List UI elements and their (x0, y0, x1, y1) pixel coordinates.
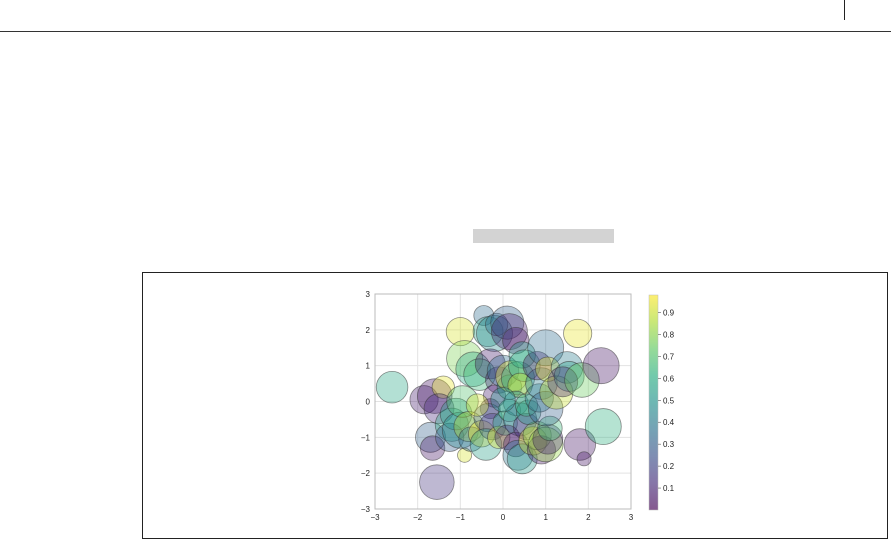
y-tick-labels: −3 −2 −1 0 1 2 3 (361, 290, 371, 514)
colorbar-tick-label: 0.4 (663, 418, 675, 427)
bubble-point (419, 464, 455, 500)
bubble-point (446, 385, 479, 418)
colorbar-tick-label: 0.6 (663, 374, 675, 383)
colorbar-tick-label: 0.8 (663, 330, 675, 339)
bubble-point (419, 435, 446, 461)
colorbar-tick-label: 0.5 (663, 396, 675, 405)
bubble-point (527, 390, 564, 427)
bubble-point (492, 410, 518, 436)
x-tick-label: −2 (413, 513, 423, 522)
bubble-point (487, 425, 511, 449)
x-tick-label: 2 (586, 513, 591, 522)
colorbar-tick-label: 0.2 (663, 462, 675, 471)
bubble-points (375, 305, 622, 500)
bubble-point (526, 435, 556, 465)
bubble-point (527, 329, 565, 367)
y-tick-label: 3 (366, 290, 371, 299)
colorbar-tick-label: 0.1 (663, 484, 675, 493)
bubble-point (547, 366, 579, 398)
bubble-point (490, 313, 528, 351)
x-tick-labels: −3 −2 −1 0 1 2 3 (370, 513, 633, 522)
colorbar-tick-labels: 0.1 0.2 0.3 0.4 0.5 0.6 0.7 0.8 0.9 (658, 309, 675, 493)
x-tick-label: −3 (370, 513, 380, 522)
y-tick-label: 2 (366, 326, 371, 335)
bubble-point (465, 393, 489, 417)
bubble-point (469, 428, 503, 461)
bubble-point (409, 385, 439, 415)
bubble-point (457, 447, 473, 463)
bubble-point (445, 317, 475, 347)
top-tick-mark (844, 0, 845, 20)
y-tick-label: 0 (366, 398, 371, 407)
x-tick-label: −1 (456, 513, 466, 522)
figure-frame: −3 −2 −1 0 1 2 3 −3 −2 −1 0 1 2 3 0.1 0.2 0.3 0.4 0.5 0.6… (142, 272, 888, 539)
bubble-point (524, 383, 554, 413)
colorbar-tick-label: 0.7 (663, 352, 675, 361)
bubble-point (527, 426, 564, 463)
bubble-point (453, 411, 485, 442)
bubble-point (584, 408, 622, 446)
bubble-point (564, 362, 600, 398)
bubble-point (514, 393, 539, 417)
bubble-point (532, 423, 564, 455)
bubble-point (582, 347, 620, 385)
y-tick-label: −2 (361, 469, 371, 478)
y-tick-label: 1 (366, 362, 371, 371)
x-tick-label: 0 (501, 513, 506, 522)
colorbar-tick-label: 0.3 (663, 440, 675, 449)
bubble-scatter-chart: −3 −2 −1 0 1 2 3 −3 −2 −1 0 1 2 3 0.1 0.2 0.3 0.4 0.5 0.6… (361, 290, 675, 522)
y-tick-label: −3 (361, 505, 371, 514)
top-rule (0, 31, 891, 32)
bubble-point (576, 451, 592, 467)
y-tick-label: −1 (361, 433, 371, 442)
grey-placeholder-bar (473, 229, 614, 243)
bubble-point (563, 318, 593, 348)
colorbar (648, 294, 659, 511)
bubble-point (375, 370, 409, 404)
x-tick-label: 3 (629, 513, 634, 522)
x-tick-label: 1 (543, 513, 548, 522)
plot-area-border (374, 293, 632, 510)
colorbar-tick-label: 0.9 (663, 309, 675, 318)
bubble-point (490, 387, 516, 413)
